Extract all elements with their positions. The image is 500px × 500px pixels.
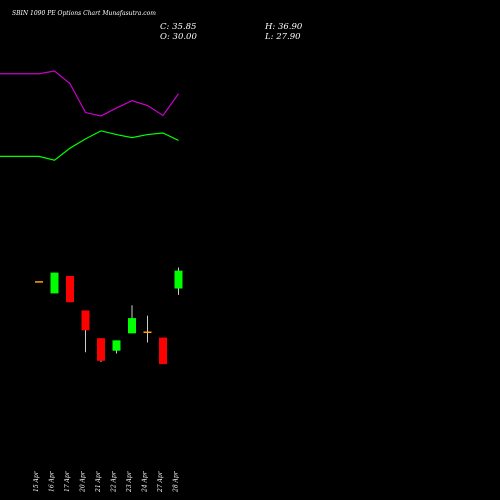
x-tick-label: 20 Apr xyxy=(80,470,87,493)
candle-body xyxy=(66,275,74,303)
x-tick-label: 28 Apr xyxy=(173,470,180,493)
candle-body xyxy=(128,318,136,334)
upper-indicator-line xyxy=(0,130,179,161)
candle xyxy=(112,340,121,354)
candle-body xyxy=(50,272,59,294)
candle xyxy=(174,267,183,295)
x-tick-label: 17 Apr xyxy=(64,470,71,492)
low-value: L: 27.90 xyxy=(265,32,301,42)
candle xyxy=(143,315,152,343)
x-tick-label: 23 Apr xyxy=(126,470,133,493)
chart-title: SBIN 1090 PE Options Chart Munafasutra.c… xyxy=(12,10,156,17)
x-tick-label: 16 Apr xyxy=(49,470,56,492)
close-value: C: 35.85 xyxy=(160,22,197,32)
candle-body xyxy=(35,281,43,283)
high-value: H: 36.90 xyxy=(265,22,303,32)
candle-body xyxy=(112,340,121,351)
x-tick-label: 24 Apr xyxy=(142,470,149,493)
candle xyxy=(97,338,105,363)
x-tick-label: 27 Apr xyxy=(157,470,164,493)
open-value: O: 30.00 xyxy=(160,32,197,42)
candle-body xyxy=(174,270,183,289)
candle xyxy=(50,272,59,294)
x-tick-label: 22 Apr xyxy=(111,470,118,493)
candle xyxy=(128,305,136,334)
candle-body xyxy=(143,331,152,334)
candle-body xyxy=(159,337,167,365)
candle xyxy=(159,337,167,365)
candle-body xyxy=(97,338,105,361)
x-tick-labels: 15 Apr 16 Apr 17 Apr 20 Apr 21 Apr 22 Apr 23 A… xyxy=(33,470,180,493)
x-tick-label: 15 Apr xyxy=(33,470,40,492)
indicator-lines xyxy=(0,70,179,161)
candle xyxy=(81,310,90,353)
candle-body xyxy=(81,310,90,331)
candle xyxy=(66,275,74,303)
candles xyxy=(35,267,183,365)
x-tick-label: 21 Apr xyxy=(95,470,102,493)
lower-indicator-line xyxy=(0,70,179,117)
candle xyxy=(35,281,43,283)
